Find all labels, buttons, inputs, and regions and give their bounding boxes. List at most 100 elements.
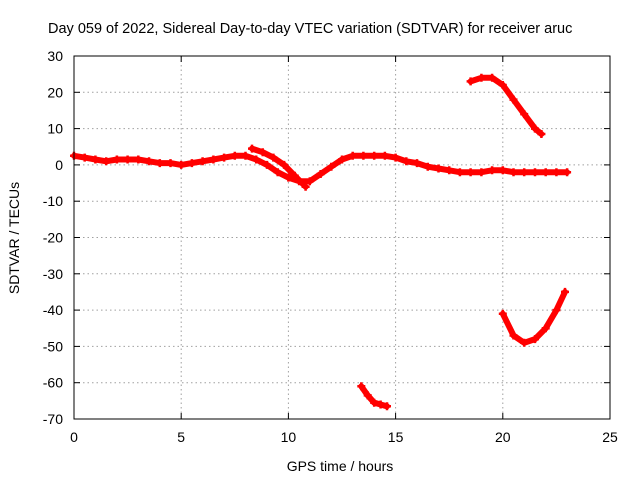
data-point [466, 77, 475, 86]
chart-title: Day 059 of 2022, Sidereal Day-to-day VTE… [48, 21, 572, 37]
data-point [423, 162, 432, 171]
data-point [198, 157, 207, 166]
data-point [187, 159, 196, 168]
data-point [520, 338, 529, 347]
data-point [541, 168, 550, 177]
data-point [155, 159, 164, 168]
data-point [509, 95, 518, 104]
data-point [380, 151, 389, 160]
data-point [327, 162, 336, 171]
y-tick-label: -20 [43, 230, 63, 246]
data-point [209, 155, 218, 164]
data-point [301, 182, 310, 191]
data-point [376, 400, 385, 409]
y-tick-label: -60 [43, 375, 63, 391]
x-tick-label: 10 [281, 429, 297, 445]
y-tick-label: -50 [43, 338, 63, 354]
axis-ticks: 0 5 10 15 20 25 -70 -60 -50 -40 -30 -20 -10 0 10 20 30 [43, 48, 618, 445]
data-point [166, 159, 175, 168]
data-point [509, 331, 518, 340]
data-point [102, 157, 111, 166]
y-tick-label: -10 [43, 193, 63, 209]
data-point [434, 164, 443, 173]
data-point [145, 157, 153, 166]
data-point [284, 173, 293, 182]
data-point [263, 160, 271, 169]
grid-layer [74, 56, 610, 419]
plot-frame [73, 55, 611, 420]
data-point [273, 168, 282, 177]
y-tick-label: 10 [47, 121, 63, 137]
data-point [220, 153, 229, 162]
y-tick-label: -30 [43, 266, 63, 282]
data-point [91, 155, 100, 164]
data-point [80, 153, 89, 162]
data-point [123, 155, 132, 164]
series-arc-20h-23h [498, 287, 569, 347]
data-point [230, 151, 239, 160]
data-point [357, 382, 366, 391]
data-point [383, 402, 391, 411]
data-point [290, 171, 299, 180]
data-point [563, 168, 572, 177]
data-point [561, 287, 569, 296]
y-tick-label: -40 [43, 302, 63, 318]
data-point [520, 168, 529, 177]
data-point [466, 168, 475, 177]
data-point [280, 160, 289, 169]
data-point [177, 160, 186, 169]
data-point [316, 170, 325, 178]
data-point [241, 151, 250, 160]
data-point [359, 151, 368, 160]
series-line [249, 145, 309, 190]
series-arc-19h-22h [466, 73, 546, 138]
data-point [391, 153, 400, 162]
data-point [531, 124, 539, 133]
data-point [402, 157, 411, 166]
x-tick-label: 20 [495, 429, 511, 445]
data-point [305, 177, 314, 186]
data-point [248, 144, 256, 153]
data-point [498, 166, 507, 175]
data-point [370, 151, 379, 160]
data-point [338, 155, 346, 164]
data-point [552, 306, 561, 315]
data-point [445, 166, 454, 175]
x-tick-label: 0 [70, 429, 78, 445]
data-point [134, 155, 143, 164]
data-point [552, 168, 561, 177]
data-point [498, 81, 507, 89]
series-arc-8h-11h [248, 144, 310, 191]
data-point [541, 324, 550, 333]
data-point [537, 130, 546, 138]
data-point [258, 148, 267, 157]
data-point [252, 155, 261, 164]
y-axis-label: SDTVAR / TECUs [6, 182, 22, 294]
data-point [488, 73, 497, 82]
y-tick-label: 20 [47, 84, 63, 100]
data-point [370, 398, 379, 407]
data-point [363, 391, 372, 400]
data-point [413, 159, 421, 168]
x-tick-label: 5 [177, 429, 185, 445]
x-tick-label: 25 [602, 429, 618, 445]
series-main-track [70, 151, 572, 186]
y-tick-label: 0 [55, 157, 63, 173]
data-point [520, 110, 529, 119]
series-arc-13h-15h [357, 382, 391, 411]
x-axis-label: GPS time / hours [287, 458, 394, 474]
data-points-layer [70, 73, 572, 411]
data-point [348, 151, 357, 160]
y-tick-label: -70 [43, 411, 63, 427]
data-point [509, 168, 518, 177]
data-point [498, 309, 507, 318]
y-tick-label: 30 [47, 48, 63, 64]
data-point [477, 168, 486, 177]
data-point [531, 168, 539, 177]
data-point [477, 73, 486, 82]
data-point [269, 153, 278, 162]
data-point [455, 168, 464, 177]
data-point [112, 155, 121, 164]
data-point [531, 335, 539, 344]
